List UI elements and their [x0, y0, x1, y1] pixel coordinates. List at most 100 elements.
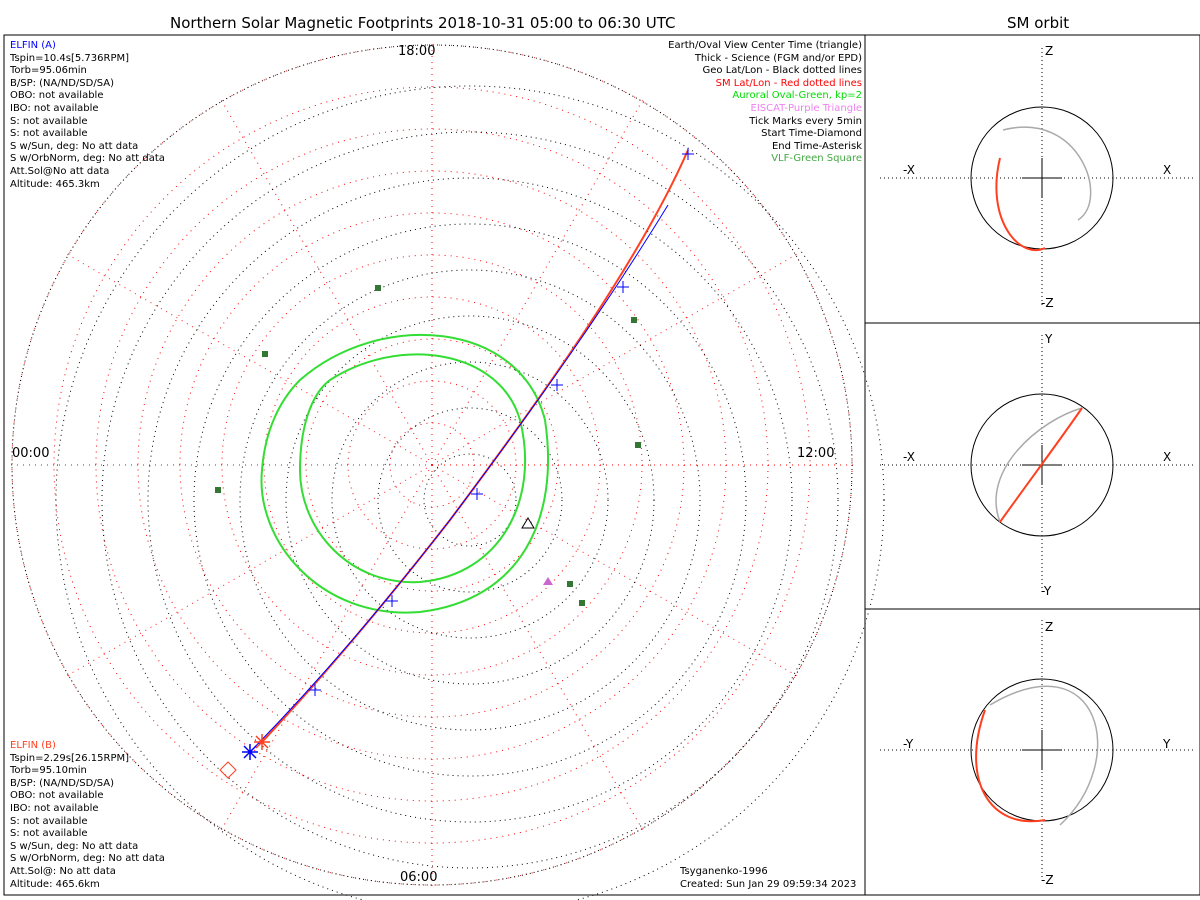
info-line: Torb=95.10min [10, 765, 87, 777]
sm-lon-line [431, 464, 801, 678]
legend-item: Earth/Oval View Center Time (triangle) [668, 40, 862, 51]
panel3-bottom-label: -Z [1041, 873, 1054, 887]
info-line: Altitude: 465.3km [10, 178, 100, 190]
orbit-path-grey [995, 407, 1083, 523]
sm-lon-line [219, 96, 433, 466]
outer-circle [11, 44, 853, 886]
legend-item: Tick Marks every 5min [749, 115, 862, 127]
panel2-right-label: X [1163, 450, 1172, 464]
panel3-top-label: Z [1045, 620, 1054, 634]
legend-item: Auroral Oval-Green, kp=2 [732, 90, 862, 102]
info-line: S: not available [10, 815, 88, 827]
auroral-oval-inner [298, 353, 527, 584]
model-label: Tsyganenko-1996 [680, 866, 768, 877]
legend-item: EISCAT-Purple Triangle [750, 102, 863, 114]
geo-lat-circle [239, 269, 701, 731]
view-center-triangle [521, 517, 535, 529]
legend-item: End Time-Asterisk [771, 140, 862, 152]
geo-lat-circle [331, 361, 609, 639]
tick-mark [386, 595, 398, 607]
eiscat-triangle [543, 577, 553, 585]
sm-lon-line [219, 464, 433, 834]
info-line: Att.Sol@: No att data [10, 865, 116, 877]
info-line: Tspin=10.4s[5.736RPM] [10, 52, 130, 64]
vlf-square [631, 317, 637, 323]
panel2-left-label: -X [903, 450, 915, 464]
legend-item: Geo Lat/Lon - Black dotted lines [702, 65, 862, 77]
geo-lat-circle [147, 177, 793, 823]
center-cross [1022, 158, 1062, 198]
vlf-square [567, 581, 573, 587]
orbit-path [995, 157, 1046, 251]
elfin-a-name: ELFIN (A) [10, 40, 56, 51]
sm-lon-line [431, 96, 645, 466]
info-line: OBO: not available [10, 90, 104, 102]
panel1-left-label: -X [903, 163, 915, 177]
footer: Tsyganenko-1996 Created: Sun Jan 29 09:5… [680, 866, 856, 891]
info-line: S w/OrbNorm, deg: No att data [10, 153, 165, 165]
sm-lon-line [431, 252, 801, 466]
mlt-label-12: 12:00 [797, 446, 835, 461]
panel3-right-label: Y [1163, 737, 1171, 751]
info-line: Altitude: 465.6km [10, 878, 100, 890]
panel1-top-label: Z [1045, 44, 1054, 58]
elfin-a-info: ELFIN (A) Tspin=10.4s[5.736RPM] Torb=95.… [10, 40, 165, 191]
geo-lat-circle [423, 453, 517, 547]
start-diamond [219, 761, 237, 779]
elfin-b-name: ELFIN (B) [10, 740, 56, 751]
tick-mark [617, 281, 629, 293]
panel2-top-label: Y [1045, 332, 1053, 346]
info-line: Att.Sol@No att data [10, 165, 110, 177]
panel1-bottom-label: -Z [1041, 296, 1054, 310]
info-line: S w/Sun, deg: No att data [10, 140, 139, 152]
info-line: B/SP: (NA/ND/SD/SA) [10, 77, 114, 89]
geo-lat-circle [377, 407, 563, 593]
geo-lat-circle [193, 223, 747, 777]
info-line: S: not available [10, 828, 88, 840]
legend-item: Thick - Science (FGM and/or EPD) [694, 52, 862, 64]
info-line: Tspin=2.29s[26.15RPM] [10, 752, 130, 764]
info-line: IBO: not available [10, 802, 99, 814]
geo-lat-circle [285, 315, 655, 685]
auroral-oval-outer [260, 333, 549, 614]
info-line: Torb=95.06min [10, 65, 87, 77]
sm-lon-line [63, 252, 433, 466]
info-line: OBO: not available [10, 790, 104, 802]
sm-lon-line [431, 464, 645, 834]
tick-mark [551, 379, 563, 391]
orbit-path-grey [1002, 126, 1092, 221]
mlt-label-00: 00:00 [12, 446, 50, 461]
vlf-square [579, 600, 585, 606]
created-label: Created: Sun Jan 29 09:59:34 2023 [680, 878, 857, 890]
orbit-path [975, 709, 1046, 823]
geo-lat-circle [55, 85, 885, 900]
legend: Earth/Oval View Center Time (triangle) T… [668, 40, 862, 166]
elfin-b-info: ELFIN (B) Tspin=2.29s[26.15RPM] Torb=95.… [10, 740, 165, 891]
vlf-square [635, 442, 641, 448]
mlt-label-18: 18:00 [398, 44, 436, 59]
side-title: SM orbit [1007, 14, 1070, 32]
center-cross [1022, 730, 1062, 770]
info-line: S: not available [10, 128, 88, 140]
legend-item: Start Time-Diamond [761, 128, 862, 140]
end-asterisk-a [242, 744, 258, 760]
vlf-square [262, 351, 268, 357]
info-line: IBO: not available [10, 102, 99, 114]
legend-item: SM Lat/Lon - Red dotted lines [715, 77, 862, 89]
info-line: S w/Sun, deg: No att data [10, 840, 139, 852]
end-asterisk-b [254, 734, 270, 750]
panel1-right-label: X [1163, 163, 1172, 177]
panel3-left-label: -Y [903, 737, 914, 751]
tick-mark [682, 148, 694, 160]
elfin-a-track [249, 204, 669, 753]
side-frame [864, 34, 1200, 896]
legend-item: VLF-Green Square [771, 153, 862, 165]
vlf-square [215, 487, 221, 493]
info-line: B/SP: (NA/ND/SD/SA) [10, 777, 114, 789]
info-line: S: not available [10, 115, 88, 127]
mlt-label-06: 06:00 [400, 870, 438, 885]
panel2-bottom-label: -Y [1041, 584, 1052, 598]
orbit-path [999, 407, 1083, 523]
sm-lon-line [63, 464, 433, 678]
